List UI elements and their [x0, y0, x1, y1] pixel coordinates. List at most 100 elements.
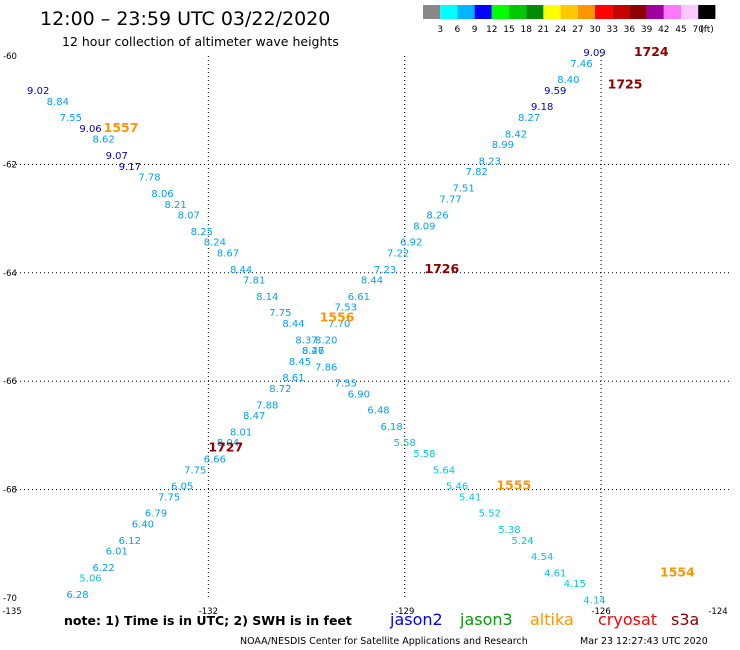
wave-height-value: 7.55	[335, 379, 357, 390]
wave-height-value: 6.12	[119, 536, 141, 547]
pass-label: 1557	[104, 120, 139, 135]
wave-height-value: 8.26	[426, 211, 448, 222]
wave-height-value: 5.41	[459, 492, 481, 503]
wave-height-value: 7.51	[453, 184, 475, 195]
scale-label: 9	[472, 25, 478, 35]
scale-label: 24	[555, 25, 567, 35]
wave-height-value: 6.90	[348, 389, 370, 400]
wave-height-value: 5.46	[446, 482, 468, 493]
wave-height-value: 7.81	[243, 276, 265, 287]
wave-height-value: 4.14	[583, 595, 605, 606]
scale-label: 36	[624, 25, 636, 35]
wave-height-value: 8.42	[505, 129, 527, 140]
scale-swatch	[509, 5, 527, 19]
wave-height-value: 8.40	[557, 75, 579, 86]
wave-height-value: 4.61	[544, 568, 566, 579]
scale-label: 3	[437, 25, 443, 35]
wave-height-value: 8.84	[47, 97, 69, 108]
x-tick-label: -124	[708, 607, 727, 617]
scale-label: 18	[520, 25, 532, 35]
scale-swatch	[526, 5, 544, 19]
wave-height-value: 6.79	[145, 509, 167, 520]
wave-height-value: 8.06	[151, 189, 173, 200]
x-tick-label: -126	[591, 607, 610, 617]
pass-label: 1726	[424, 261, 459, 276]
scale-label: 30	[589, 25, 601, 35]
grid	[12, 56, 732, 598]
x-tick-label: -132	[199, 607, 218, 617]
wave-height-value: 6.01	[106, 547, 128, 558]
legend-item-cryosat: cryosat	[598, 610, 657, 629]
legend-item-jason2: jason2	[389, 610, 443, 629]
wave-height-value: 9.17	[119, 162, 141, 173]
pass-label: 1727	[208, 440, 243, 455]
y-tick-label: -68	[3, 486, 17, 496]
wave-height-value: 8.21	[165, 200, 187, 211]
wave-height-value: 4.54	[531, 552, 553, 563]
y-tick-label: -60	[3, 52, 17, 62]
wave-height-value: 8.27	[518, 113, 540, 124]
x-tick-label: -135	[2, 607, 21, 617]
wave-height-value: 8.62	[93, 135, 115, 146]
wave-height-value: 7.86	[315, 362, 337, 373]
wave-height-value: 8.23	[479, 156, 501, 167]
wave-height-value: 8.25	[191, 227, 213, 238]
wave-height-value: 7.75	[158, 492, 180, 503]
note-text: note: 1) Time is in UTC; 2) SWH is in fe…	[64, 613, 352, 628]
y-tick-label: -70	[3, 594, 17, 604]
wave-height-value: 6.18	[381, 422, 403, 433]
wave-height-value: 7.53	[335, 303, 357, 314]
wave-height-value: 7.75	[184, 465, 206, 476]
pass-label: 1724	[634, 44, 669, 59]
wave-height-value: 7.55	[60, 113, 82, 124]
wave-height-value: 9.06	[79, 124, 101, 135]
wave-height-value: 6.22	[93, 563, 115, 574]
wave-height-value: 8.24	[204, 238, 226, 249]
wave-height-value: 6.92	[400, 238, 422, 249]
wave-height-value: 8.44	[361, 276, 383, 287]
wave-height-value: 8.45	[289, 357, 311, 368]
y-tick-label: -62	[3, 160, 17, 170]
legend-item-altika: altika	[530, 610, 574, 629]
wave-height-value: 9.02	[27, 86, 49, 97]
scale-swatch	[543, 5, 561, 19]
wave-height-value: 8.67	[217, 249, 239, 260]
pass-label: 1556	[320, 310, 355, 325]
axis-ticks: -135-132-129-126-123-124-60-62-64-66-68-…	[2, 52, 727, 617]
scale-swatch	[663, 5, 681, 19]
wave-height-value: 8.20	[315, 335, 337, 346]
scale-swatch	[698, 5, 716, 19]
wave-height-value: 9.07	[106, 151, 128, 162]
wave-height-value: 7.22	[387, 249, 409, 260]
wave-height-value: 8.07	[178, 211, 200, 222]
pass-labels: 1557 1556 1555 1554 1724 1725 1726 1727	[104, 44, 695, 579]
scale-label: 27	[572, 25, 583, 35]
wave-height-value: 8.61	[282, 373, 304, 384]
wave-height-value: 4.15	[564, 579, 586, 590]
y-tick-label: -64	[3, 269, 17, 279]
footer-timestamp: Mar 23 12:27:43 UTC 2020	[580, 636, 708, 647]
scale-swatch	[612, 5, 630, 19]
scale-label: 42	[658, 25, 669, 35]
wave-height-value: 8.09	[413, 221, 435, 232]
scale-unit: (ft)	[700, 25, 714, 35]
data-points: 9.028.847.559.068.629.079.177.788.068.21…	[27, 48, 606, 606]
pass-label: 1555	[496, 478, 531, 493]
wave-height-value: 8.99	[492, 140, 514, 151]
wave-height-value: 9.18	[531, 102, 553, 113]
pass-label: 1554	[660, 564, 695, 579]
scale-label: 70	[692, 25, 704, 35]
wave-height-value: 6.28	[66, 590, 88, 601]
scale-label: 6	[455, 25, 461, 35]
scale-label: 33	[606, 25, 617, 35]
chart-title: 12:00 – 23:59 UTC 03/22/2020	[40, 8, 330, 30]
scale-swatch	[646, 5, 664, 19]
wave-height-value: 5.52	[479, 509, 501, 520]
wave-height-value: 6.48	[367, 406, 389, 417]
wave-height-value: 9.59	[544, 86, 566, 97]
wave-height-value: 8.47	[243, 411, 265, 422]
wave-height-value: 9.09	[583, 48, 605, 59]
wave-height-value: 8.44	[282, 319, 304, 330]
scale-swatch	[491, 5, 509, 19]
